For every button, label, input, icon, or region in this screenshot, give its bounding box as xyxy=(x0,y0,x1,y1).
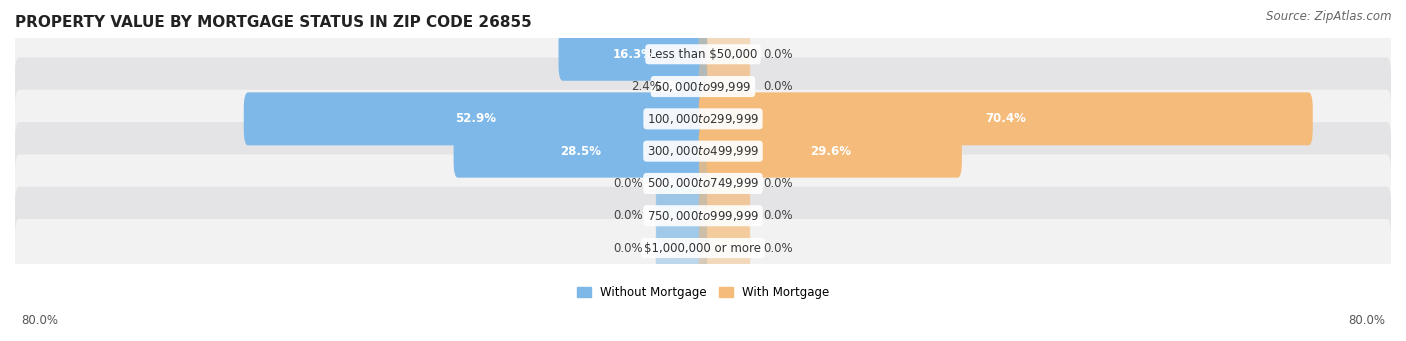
FancyBboxPatch shape xyxy=(558,28,707,81)
Text: 80.0%: 80.0% xyxy=(21,314,58,327)
FancyBboxPatch shape xyxy=(699,28,751,81)
FancyBboxPatch shape xyxy=(15,154,1391,212)
Text: 0.0%: 0.0% xyxy=(763,241,793,254)
Text: 52.9%: 52.9% xyxy=(456,112,496,125)
FancyBboxPatch shape xyxy=(699,125,962,178)
FancyBboxPatch shape xyxy=(15,25,1391,83)
FancyBboxPatch shape xyxy=(699,60,751,113)
Text: 0.0%: 0.0% xyxy=(763,209,793,222)
Text: 0.0%: 0.0% xyxy=(613,177,643,190)
FancyBboxPatch shape xyxy=(699,189,751,242)
Text: 70.4%: 70.4% xyxy=(986,112,1026,125)
Text: 80.0%: 80.0% xyxy=(1348,314,1385,327)
FancyBboxPatch shape xyxy=(678,60,707,113)
Text: 16.3%: 16.3% xyxy=(613,48,654,61)
Text: $500,000 to $749,999: $500,000 to $749,999 xyxy=(647,176,759,190)
FancyBboxPatch shape xyxy=(699,92,1313,145)
Text: 29.6%: 29.6% xyxy=(810,145,851,158)
FancyBboxPatch shape xyxy=(655,157,707,210)
Text: 0.0%: 0.0% xyxy=(763,48,793,61)
Text: PROPERTY VALUE BY MORTGAGE STATUS IN ZIP CODE 26855: PROPERTY VALUE BY MORTGAGE STATUS IN ZIP… xyxy=(15,15,531,30)
Text: $750,000 to $999,999: $750,000 to $999,999 xyxy=(647,209,759,223)
FancyBboxPatch shape xyxy=(15,58,1391,116)
Text: 0.0%: 0.0% xyxy=(613,241,643,254)
Text: 28.5%: 28.5% xyxy=(560,145,600,158)
Text: Less than $50,000: Less than $50,000 xyxy=(648,48,758,61)
FancyBboxPatch shape xyxy=(15,90,1391,148)
Text: Source: ZipAtlas.com: Source: ZipAtlas.com xyxy=(1267,10,1392,23)
FancyBboxPatch shape xyxy=(15,187,1391,245)
FancyBboxPatch shape xyxy=(699,157,751,210)
Text: $100,000 to $299,999: $100,000 to $299,999 xyxy=(647,112,759,126)
Text: 0.0%: 0.0% xyxy=(763,177,793,190)
Legend: Without Mortgage, With Mortgage: Without Mortgage, With Mortgage xyxy=(576,286,830,299)
FancyBboxPatch shape xyxy=(243,92,707,145)
Text: $1,000,000 or more: $1,000,000 or more xyxy=(644,241,762,254)
Text: $300,000 to $499,999: $300,000 to $499,999 xyxy=(647,144,759,158)
FancyBboxPatch shape xyxy=(655,189,707,242)
Text: 0.0%: 0.0% xyxy=(763,80,793,93)
FancyBboxPatch shape xyxy=(454,125,707,178)
FancyBboxPatch shape xyxy=(15,219,1391,277)
Text: 0.0%: 0.0% xyxy=(613,209,643,222)
FancyBboxPatch shape xyxy=(655,222,707,275)
FancyBboxPatch shape xyxy=(699,222,751,275)
Text: 2.4%: 2.4% xyxy=(631,80,661,93)
FancyBboxPatch shape xyxy=(15,122,1391,180)
Text: $50,000 to $99,999: $50,000 to $99,999 xyxy=(654,79,752,93)
